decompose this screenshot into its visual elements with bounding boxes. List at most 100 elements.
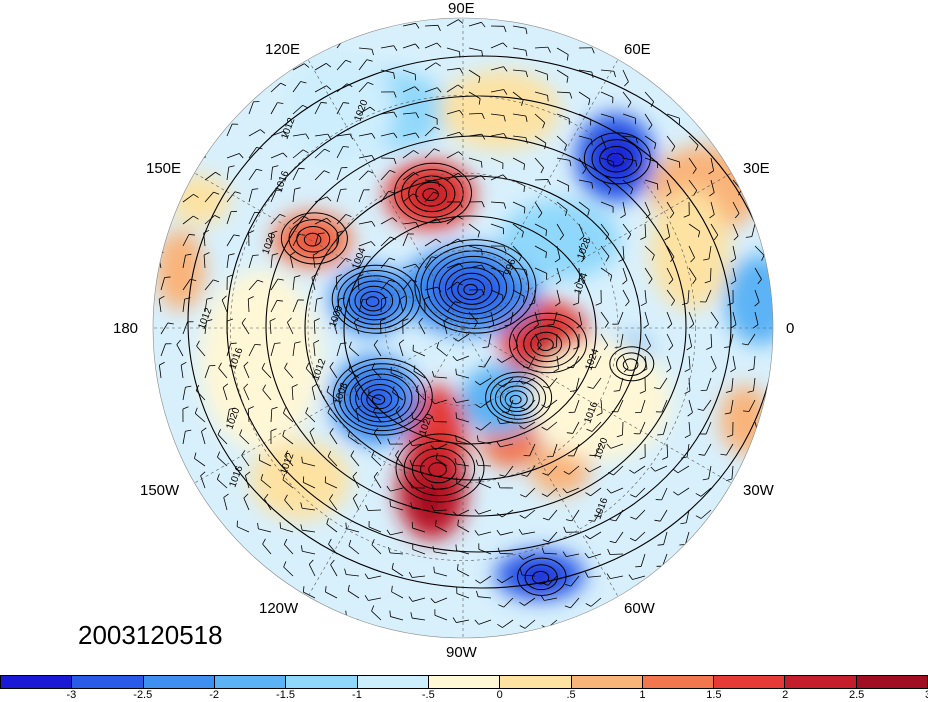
wind-barb-flag [357, 274, 364, 278]
wind-barb-staff [328, 543, 338, 555]
wind-barb-staff [710, 201, 715, 215]
wind-barb-staff [546, 421, 558, 431]
wind-barb-flag [318, 232, 325, 234]
wind-barb-flag [373, 339, 379, 346]
wind-barb-staff [725, 443, 734, 456]
wind-barb-flag [279, 214, 286, 217]
wind-barb-flag [613, 390, 620, 392]
wind-barb-flag [689, 323, 695, 329]
wind-barb-staff [700, 487, 712, 497]
isobar [414, 239, 537, 334]
wind-barb-flag [695, 515, 702, 519]
wind-barb-staff [412, 443, 426, 446]
colorbar-swatch [856, 676, 928, 688]
wind-barb-flag [300, 524, 303, 531]
wind-barb-staff [446, 262, 460, 269]
wind-barb-flag [669, 212, 675, 219]
wind-barb-staff [182, 279, 191, 291]
wind-barb-staff [640, 399, 646, 413]
isobar [532, 570, 550, 585]
wind-barb-flag [324, 148, 331, 153]
colorbar-tick-label: 1.5 [706, 689, 722, 701]
wind-barb-flag [410, 279, 417, 282]
wind-barb-staff [478, 596, 492, 599]
wind-barb-flag [371, 133, 376, 139]
wind-barb-staff [346, 574, 360, 577]
wind-barb-flag [200, 471, 206, 477]
wind-barb-flag [195, 384, 200, 391]
wind-barb-flag [474, 619, 480, 625]
wind-barb-flag [431, 415, 435, 422]
wind-barb-flag [344, 568, 347, 575]
wind-barb-flag [258, 454, 261, 461]
wind-barb-staff [270, 189, 277, 203]
wind-barb-staff [708, 245, 712, 259]
wind-barb-staff [512, 179, 525, 187]
wind-barb-staff [615, 531, 624, 543]
wind-barb-flag [336, 274, 342, 278]
wind-barb-staff [468, 175, 482, 181]
isobar [438, 261, 508, 315]
wind-barb-flag [574, 280, 580, 284]
wind-barb-flag [518, 529, 523, 535]
wind-barb-flag [167, 322, 174, 325]
colorbar [0, 675, 928, 689]
wind-barb-flag [564, 605, 571, 609]
wind-barb-staff [204, 191, 214, 203]
wind-barb-flag [519, 625, 526, 629]
wind-barb-staff [677, 465, 690, 474]
wind-barb-flag [453, 337, 459, 342]
wind-barb-flag [564, 210, 568, 216]
wind-barb-staff [399, 299, 404, 313]
wind-barb-staff [358, 221, 372, 225]
wind-barb-flag [640, 302, 647, 307]
wind-barb-flag [684, 434, 691, 439]
wind-barb-staff [390, 552, 404, 555]
wind-barb-staff [358, 59, 368, 71]
wind-barb-flag [264, 493, 269, 500]
wind-barb-staff [292, 168, 300, 181]
isobar [432, 255, 515, 320]
wind-barb-staff [336, 189, 342, 203]
wind-barb-staff [661, 487, 668, 501]
wind-barb-flag [587, 209, 590, 216]
wind-barb-flag [203, 252, 210, 256]
wind-barb-staff [590, 597, 602, 607]
anomaly-blob [285, 55, 395, 165]
wind-barb-staff [556, 223, 564, 236]
isobar-contours [187, 55, 773, 596]
wind-barb-staff [685, 509, 690, 523]
wind-barb-flag [229, 407, 236, 410]
wind-barb-flag [282, 473, 286, 480]
wind-barb-staff [622, 179, 634, 189]
wind-barb-flag [596, 412, 603, 416]
wind-barb-flag [294, 275, 301, 278]
wind-barb-flag [364, 573, 369, 579]
wind-barb-flag [476, 435, 479, 442]
wind-barb-flag [410, 612, 413, 619]
wind-barb-staff [732, 201, 740, 214]
anomaly-blob [650, 190, 730, 310]
wind-barb-staff [644, 113, 653, 126]
wind-barb-flag [283, 561, 287, 568]
lon-label-60w: 60W [624, 600, 655, 617]
wind-barb-staff [287, 322, 294, 335]
isobar [303, 232, 322, 247]
wind-barb-staff [660, 509, 668, 522]
wind-barb-flag [393, 132, 398, 139]
wind-barb-staff [600, 157, 614, 163]
wind-barb-staff [688, 421, 691, 435]
wind-barb-flag [654, 519, 661, 522]
wind-barb-flag [215, 171, 221, 176]
wind-barb-flag [692, 168, 697, 174]
wind-barb-staff [282, 479, 294, 489]
wind-barb-flag [327, 133, 332, 140]
wind-barb-flag [630, 516, 637, 520]
wind-barb-staff [512, 267, 526, 271]
wind-barb-staff [501, 575, 514, 584]
wind-barb-staff [556, 355, 560, 369]
colorbar-tick-label: 3 [925, 689, 928, 701]
wind-barb-staff [270, 131, 284, 137]
wind-barb-flag [569, 92, 573, 99]
wind-barb-flag [541, 426, 548, 431]
